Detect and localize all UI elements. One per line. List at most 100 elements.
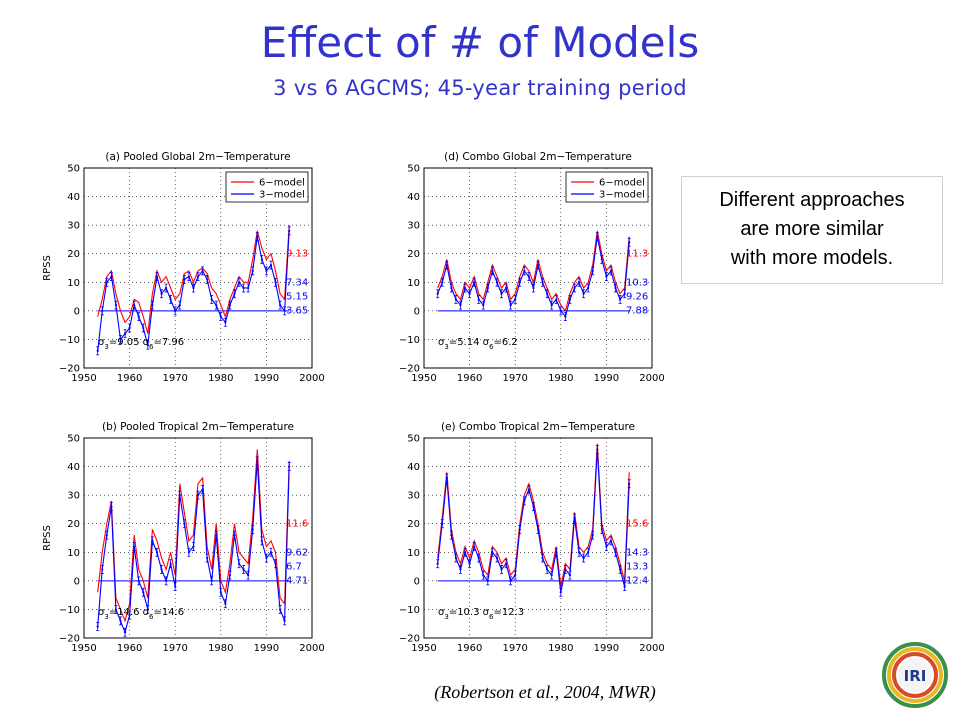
- sigma-part: =10.3: [449, 607, 483, 618]
- x-tick-label: 1990: [594, 373, 619, 384]
- data-point: [142, 591, 145, 594]
- data-point: [564, 568, 567, 571]
- note-line-1: Different approaches: [719, 189, 905, 211]
- data-point: [256, 459, 259, 462]
- data-point: [260, 539, 263, 542]
- chart-combo-global: (d) Combo Global 2m−Temperature −20 −10 0 10…: [399, 151, 665, 384]
- data-point: [500, 292, 503, 295]
- data-point: [591, 534, 594, 537]
- y-tick-label: 50: [67, 164, 80, 175]
- x-tick-label: 1950: [411, 643, 436, 654]
- x-tick-label: 1960: [117, 373, 142, 384]
- data-point: [532, 286, 535, 290]
- data-point: [546, 292, 549, 295]
- data-point: [509, 304, 512, 307]
- plot-area: [84, 438, 312, 638]
- data-point: [206, 556, 209, 560]
- data-point: [573, 516, 576, 520]
- three-model-rpss-label: 13.3: [626, 561, 648, 572]
- data-point: [445, 476, 448, 480]
- chart-pooled-tropical: (b) Pooled Tropical 2m−Temperature −20 −10…: [42, 421, 325, 654]
- x-tick-label: 2000: [299, 373, 324, 384]
- y-tick-label: 50: [407, 434, 420, 445]
- data-point: [256, 235, 259, 238]
- data-point: [504, 562, 508, 565]
- data-point: [251, 528, 254, 531]
- note-box: Different approaches are more similar wi…: [681, 176, 943, 284]
- data-point: [532, 505, 535, 508]
- data-point: [518, 528, 521, 531]
- data-point: [283, 309, 286, 312]
- y-axis-label: RPSS: [42, 255, 53, 281]
- data-point: [609, 539, 613, 542]
- y-tick-label: 30: [407, 221, 420, 232]
- sigma-part: 3: [444, 343, 448, 351]
- y-tick-label: 10: [407, 278, 420, 289]
- data-point: [110, 505, 113, 508]
- data-point: [251, 269, 254, 272]
- six-model-rpss-label: 11.3: [626, 249, 648, 260]
- three-model-rpss-label: 5.15: [286, 291, 308, 302]
- chart-title: (a) Pooled Global 2m−Temperature: [105, 151, 290, 163]
- data-point: [468, 292, 471, 295]
- data-point: [219, 315, 222, 318]
- data-point: [473, 281, 476, 284]
- data-point: [178, 494, 181, 497]
- data-point: [123, 631, 127, 634]
- data-point: [550, 574, 553, 577]
- data-point: [233, 534, 236, 537]
- x-tick-label: 1960: [117, 643, 142, 654]
- x-tick-label: 1950: [411, 373, 436, 384]
- y-tick-label: 20: [407, 519, 420, 530]
- citation: (Robertson et al., 2004, MWR): [434, 682, 656, 702]
- data-point: [155, 551, 159, 554]
- series-line-six-model: [97, 225, 290, 334]
- data-point: [536, 264, 540, 267]
- data-point: [623, 585, 626, 588]
- sigma-annotation: σ3=10.3 σ6=12.3: [438, 607, 524, 621]
- x-tick-label: 1990: [594, 643, 619, 654]
- three-model-rpss-label: 10.3: [626, 277, 648, 288]
- y-axis-label: RPSS: [42, 525, 53, 551]
- data-point: [247, 286, 250, 290]
- sigma-annotation: σ3=9.05 σ6=7.96: [98, 337, 184, 351]
- chart-title: (b) Pooled Tropical 2m−Temperature: [102, 421, 294, 433]
- chart-combo-tropical: (e) Combo Tropical 2m−Temperature −20 −10 0…: [399, 421, 665, 654]
- y-tick-label: 50: [407, 164, 420, 175]
- y-tick-label: 50: [67, 434, 80, 445]
- data-point: [123, 332, 127, 335]
- data-point: [568, 298, 572, 301]
- data-point: [174, 309, 177, 312]
- data-point: [482, 304, 485, 307]
- x-tick-label: 2000: [639, 373, 664, 384]
- data-point: [459, 304, 462, 307]
- sigma-part: 6: [489, 613, 494, 621]
- data-point: [473, 545, 476, 548]
- data-point: [536, 528, 540, 531]
- data-point: [454, 298, 458, 301]
- series-line-six-model: [437, 443, 630, 587]
- y-tick-label: 0: [74, 576, 80, 587]
- sigma-annotation: σ3=14.6 σ6=14.6: [98, 607, 184, 621]
- y-tick-label: 10: [67, 278, 80, 289]
- three-model-rpss-label: 9.26: [626, 291, 648, 302]
- data-point: [436, 292, 439, 295]
- data-point: [477, 556, 480, 560]
- data-point: [486, 286, 489, 290]
- data-point: [151, 304, 154, 307]
- data-point: [174, 585, 177, 588]
- sigma-part: σ: [483, 337, 490, 348]
- data-point: [114, 608, 118, 611]
- data-point: [169, 298, 172, 301]
- data-point: [228, 574, 232, 577]
- data-point: [242, 286, 245, 290]
- data-point: [274, 562, 277, 565]
- data-point: [618, 298, 622, 301]
- six-model-rpss-label: 11.6: [286, 519, 308, 530]
- y-tick-label: 30: [67, 221, 80, 232]
- chart-title: (d) Combo Global 2m−Temperature: [444, 151, 632, 163]
- slide-subtitle: 3 vs 6 AGCMS; 45-year training period: [273, 76, 687, 100]
- data-point: [283, 619, 286, 622]
- y-tick-label: 40: [67, 462, 80, 473]
- y-tick-label: 20: [67, 519, 80, 530]
